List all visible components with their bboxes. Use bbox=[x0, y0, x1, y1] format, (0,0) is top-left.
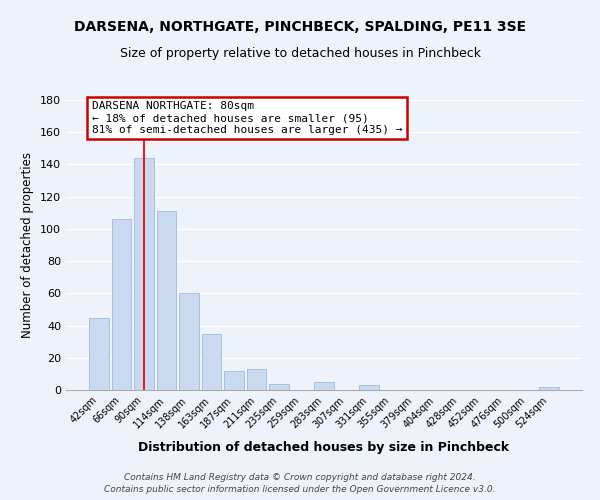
Text: Contains public sector information licensed under the Open Government Licence v3: Contains public sector information licen… bbox=[104, 486, 496, 494]
Text: DARSENA NORTHGATE: 80sqm
← 18% of detached houses are smaller (95)
81% of semi-d: DARSENA NORTHGATE: 80sqm ← 18% of detach… bbox=[92, 102, 403, 134]
Bar bbox=[359, 385, 379, 390]
Bar bbox=[224, 370, 244, 390]
Text: Size of property relative to detached houses in Pinchbeck: Size of property relative to detached ho… bbox=[119, 48, 481, 60]
Bar bbox=[134, 158, 154, 390]
Bar bbox=[539, 387, 559, 390]
Bar bbox=[314, 382, 334, 390]
Bar bbox=[112, 219, 131, 390]
Bar bbox=[202, 334, 221, 390]
Bar bbox=[269, 384, 289, 390]
Bar bbox=[179, 294, 199, 390]
X-axis label: Distribution of detached houses by size in Pinchbeck: Distribution of detached houses by size … bbox=[139, 441, 509, 454]
Bar bbox=[157, 211, 176, 390]
Bar bbox=[247, 369, 266, 390]
Bar bbox=[89, 318, 109, 390]
Y-axis label: Number of detached properties: Number of detached properties bbox=[22, 152, 34, 338]
Text: DARSENA, NORTHGATE, PINCHBECK, SPALDING, PE11 3SE: DARSENA, NORTHGATE, PINCHBECK, SPALDING,… bbox=[74, 20, 526, 34]
Text: Contains HM Land Registry data © Crown copyright and database right 2024.: Contains HM Land Registry data © Crown c… bbox=[124, 473, 476, 482]
